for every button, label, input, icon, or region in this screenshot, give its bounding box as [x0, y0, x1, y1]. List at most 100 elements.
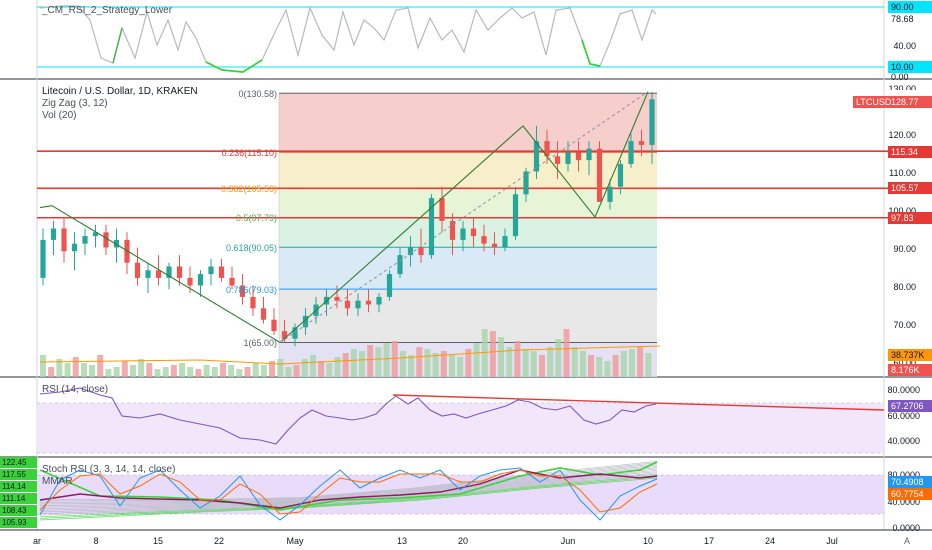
mmar-ribbon-line: [39, 472, 658, 514]
symbol-price-tag-label: LTCUSD: [856, 97, 892, 107]
volume-bar: [645, 353, 652, 377]
zigzag-legend[interactable]: Zig Zag (3, 12): [42, 98, 108, 109]
volume-bar: [530, 351, 537, 377]
candle-body: [428, 198, 435, 256]
volume-bar: [277, 359, 284, 377]
volume-bar: [432, 353, 439, 377]
time-tick-jun: Jun: [560, 536, 576, 546]
stoch-k-line: [39, 467, 658, 521]
top-indicator-badge-0: 0.00: [891, 72, 909, 80]
volume-bar: [612, 355, 619, 377]
volume-bar: [350, 349, 357, 377]
mmar-legend[interactable]: MMAR: [42, 476, 73, 487]
candle-body: [628, 141, 634, 164]
rsi-value-badge: 67.2706: [888, 400, 932, 412]
time-tick-22: 22: [213, 536, 225, 546]
rsi-scale-80: 80.0000: [887, 385, 920, 395]
auto-scale-button[interactable]: A: [903, 536, 911, 546]
rsi-legend[interactable]: RSI (14, close): [42, 384, 109, 395]
candle-body: [575, 152, 582, 161]
volume-bar: [408, 355, 415, 377]
symbol-title[interactable]: Litecoin / U.S. Dollar, 1D, KRAKEN: [42, 86, 198, 97]
volume-bar: [383, 343, 390, 377]
candle-body: [292, 327, 298, 339]
volume-bar: [121, 361, 128, 377]
volume-bar: [64, 363, 71, 377]
volume-bar: [588, 355, 595, 377]
price-scale-90: 90.00: [893, 244, 916, 254]
candle-body: [544, 141, 550, 157]
volume-bar: [449, 355, 455, 377]
candle-body: [50, 228, 57, 240]
time-tick-8: 8: [93, 536, 99, 546]
candle-body: [596, 148, 603, 202]
volume-bar: [154, 369, 161, 377]
level-badge-97: 97.83: [888, 212, 932, 224]
volume-bar: [236, 369, 243, 377]
time-tick-may: May: [286, 536, 304, 546]
volume-bar: [596, 357, 603, 377]
price-scale-60: 60.00: [893, 358, 916, 368]
candle-body: [134, 262, 141, 278]
mmar-left-badge-6: 105.93: [0, 517, 37, 528]
candle-body: [460, 228, 466, 240]
fib-trend-line: [279, 91, 649, 343]
candle-body: [166, 266, 172, 278]
volume-bar: [269, 361, 276, 377]
volume-bar: [604, 361, 611, 377]
volume-bar: [440, 351, 447, 377]
candle-body: [61, 228, 67, 252]
price-scale-130-partial: 130.00: [888, 84, 916, 90]
rsi-scale-60: 60.0000: [887, 411, 920, 421]
candle-body: [439, 198, 445, 221]
candle-body: [386, 274, 393, 297]
volume-bar: [56, 359, 63, 377]
stoch-k-badge: 70.4908: [888, 476, 932, 488]
volume-bar: [72, 357, 79, 377]
candle-body: [113, 239, 120, 248]
volume-bar: [138, 359, 145, 377]
volume-bar: [334, 357, 341, 377]
mmar-ribbon-line: [39, 464, 658, 505]
price-scale-80: 80.00: [893, 282, 916, 292]
stoch-slow-line: [39, 469, 658, 509]
volume-bar: [105, 369, 112, 377]
stoch-legend[interactable]: Stoch RSI (3, 3, 14, 14, close): [42, 464, 176, 475]
volume-legend[interactable]: Vol (20): [42, 110, 77, 121]
fib-label-0618: 0.618(90.05): [225, 243, 277, 253]
volume-bar: [457, 357, 464, 377]
volume-bar: [465, 349, 472, 377]
candle-body: [376, 296, 382, 305]
volume-bar: [571, 347, 578, 377]
candle-body: [617, 163, 624, 187]
volume-bar: [89, 365, 96, 377]
time-tick-24: 24: [764, 536, 776, 546]
candle-body: [103, 232, 109, 248]
time-tick-jul: Jul: [826, 536, 838, 546]
candle-body: [40, 239, 46, 278]
rsi2-oversold-segment: [205, 59, 263, 73]
volume-bar: [187, 367, 194, 377]
fib-label-0236: 0.236(115.10): [221, 148, 277, 158]
candle-body: [155, 270, 162, 278]
candle-body: [176, 266, 183, 278]
volume-bar: [211, 367, 218, 377]
volume-bar: [244, 367, 251, 377]
volume-bar: [195, 369, 202, 377]
volume-bar: [293, 365, 300, 377]
candle-body: [355, 300, 361, 309]
candle-body: [281, 331, 288, 339]
volume-bar: [97, 355, 104, 377]
time-tick-mar: ar: [32, 536, 42, 546]
mmar-ribbon-line: [39, 473, 658, 516]
volume-bar: [359, 351, 366, 377]
volume-bar: [309, 355, 316, 377]
rsi-scale-40: 40.0000: [887, 436, 920, 446]
stoch-scale-40: 40.0000: [887, 497, 920, 507]
candle-body: [71, 243, 78, 252]
candle-body: [533, 141, 540, 172]
top-indicator-badge-10: 10.00: [888, 61, 932, 73]
candle-body: [554, 156, 561, 164]
volume-bar: [203, 365, 210, 377]
